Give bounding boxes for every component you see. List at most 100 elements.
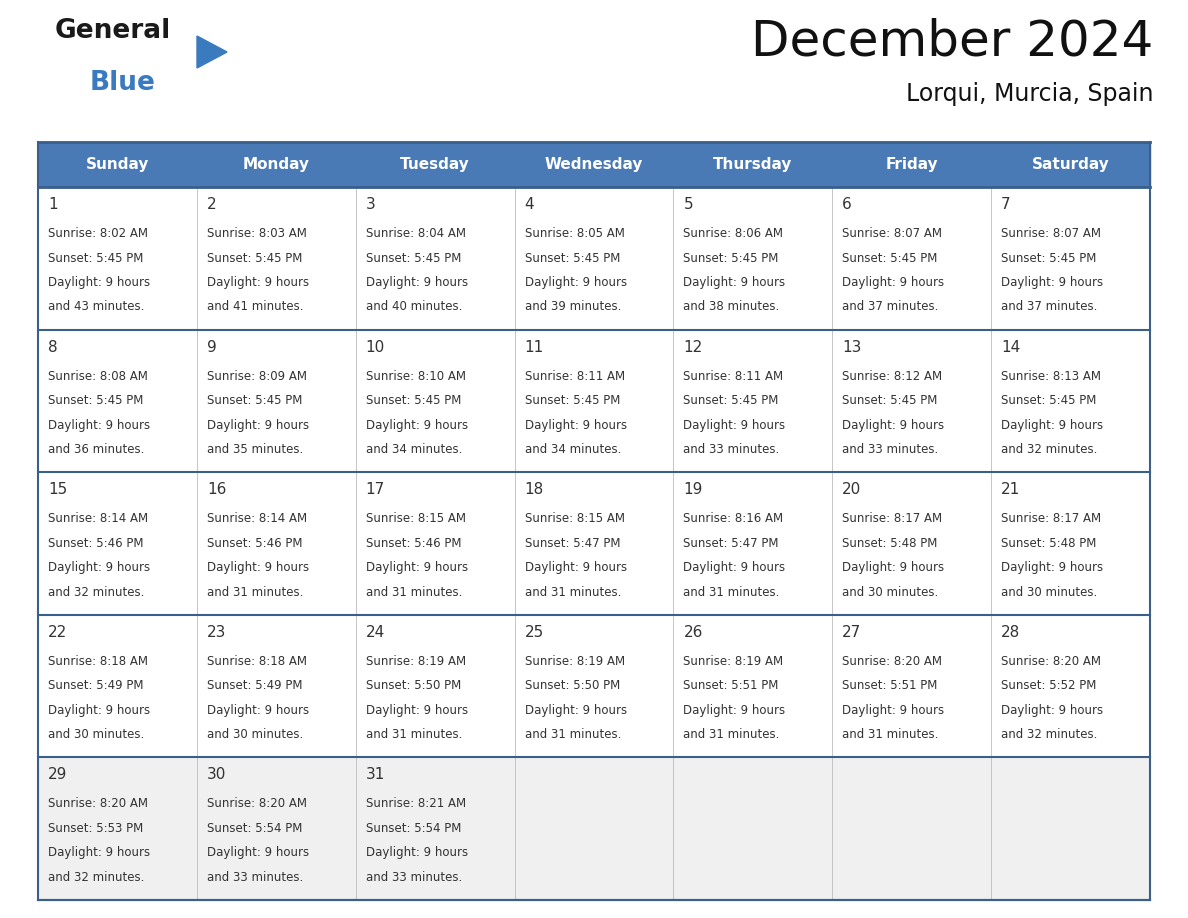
Text: and 31 minutes.: and 31 minutes. (207, 586, 303, 599)
Text: Sunday: Sunday (86, 157, 150, 172)
Text: Sunrise: 8:15 AM: Sunrise: 8:15 AM (366, 512, 466, 525)
Text: Daylight: 9 hours: Daylight: 9 hours (366, 276, 468, 289)
Text: Daylight: 9 hours: Daylight: 9 hours (48, 704, 150, 717)
Text: Sunset: 5:50 PM: Sunset: 5:50 PM (366, 679, 461, 692)
Text: Sunset: 5:48 PM: Sunset: 5:48 PM (842, 537, 937, 550)
Text: Sunset: 5:45 PM: Sunset: 5:45 PM (525, 252, 620, 264)
Text: and 31 minutes.: and 31 minutes. (683, 728, 779, 742)
Text: Sunset: 5:49 PM: Sunset: 5:49 PM (207, 679, 303, 692)
Text: Sunset: 5:47 PM: Sunset: 5:47 PM (683, 537, 779, 550)
Text: Sunrise: 8:13 AM: Sunrise: 8:13 AM (1001, 370, 1101, 383)
Text: 15: 15 (48, 482, 68, 498)
Text: and 34 minutes.: and 34 minutes. (366, 443, 462, 456)
Text: Daylight: 9 hours: Daylight: 9 hours (683, 419, 785, 431)
Text: Sunrise: 8:09 AM: Sunrise: 8:09 AM (207, 370, 307, 383)
Text: Daylight: 9 hours: Daylight: 9 hours (48, 846, 150, 859)
Text: Sunrise: 8:20 AM: Sunrise: 8:20 AM (842, 655, 942, 667)
Text: Daylight: 9 hours: Daylight: 9 hours (683, 561, 785, 574)
Text: Sunrise: 8:04 AM: Sunrise: 8:04 AM (366, 227, 466, 240)
Text: and 31 minutes.: and 31 minutes. (683, 586, 779, 599)
Text: Sunset: 5:45 PM: Sunset: 5:45 PM (842, 394, 937, 407)
Text: Sunset: 5:46 PM: Sunset: 5:46 PM (366, 537, 461, 550)
Text: Daylight: 9 hours: Daylight: 9 hours (366, 419, 468, 431)
Bar (38, 187, 1150, 330)
Text: and 32 minutes.: and 32 minutes. (1001, 728, 1098, 742)
Text: Sunset: 5:53 PM: Sunset: 5:53 PM (48, 822, 144, 834)
Text: 26: 26 (683, 625, 703, 640)
Text: Sunrise: 8:12 AM: Sunrise: 8:12 AM (842, 370, 942, 383)
Text: and 43 minutes.: and 43 minutes. (48, 300, 145, 314)
Text: Daylight: 9 hours: Daylight: 9 hours (366, 704, 468, 717)
Text: Sunset: 5:46 PM: Sunset: 5:46 PM (207, 537, 303, 550)
Text: Sunset: 5:50 PM: Sunset: 5:50 PM (525, 679, 620, 692)
Text: Sunset: 5:45 PM: Sunset: 5:45 PM (366, 252, 461, 264)
Text: Daylight: 9 hours: Daylight: 9 hours (48, 276, 150, 289)
Text: Daylight: 9 hours: Daylight: 9 hours (842, 704, 944, 717)
Text: Sunrise: 8:19 AM: Sunrise: 8:19 AM (525, 655, 625, 667)
Text: December 2024: December 2024 (751, 18, 1154, 66)
Text: Daylight: 9 hours: Daylight: 9 hours (683, 276, 785, 289)
Text: 30: 30 (207, 767, 226, 782)
Text: Daylight: 9 hours: Daylight: 9 hours (525, 419, 627, 431)
Text: Sunset: 5:45 PM: Sunset: 5:45 PM (1001, 252, 1097, 264)
Text: 10: 10 (366, 340, 385, 354)
Text: 1: 1 (48, 197, 58, 212)
Text: and 31 minutes.: and 31 minutes. (842, 728, 939, 742)
Text: Sunrise: 8:17 AM: Sunrise: 8:17 AM (1001, 512, 1101, 525)
Text: and 39 minutes.: and 39 minutes. (525, 300, 621, 314)
Text: Sunrise: 8:20 AM: Sunrise: 8:20 AM (1001, 655, 1101, 667)
Text: Daylight: 9 hours: Daylight: 9 hours (1001, 419, 1104, 431)
Text: Daylight: 9 hours: Daylight: 9 hours (525, 704, 627, 717)
Bar (38, 757, 1150, 900)
Text: Lorqui, Murcia, Spain: Lorqui, Murcia, Spain (905, 82, 1154, 106)
Text: Sunset: 5:45 PM: Sunset: 5:45 PM (48, 252, 144, 264)
Text: Sunrise: 8:10 AM: Sunrise: 8:10 AM (366, 370, 466, 383)
Text: 23: 23 (207, 625, 226, 640)
Text: Daylight: 9 hours: Daylight: 9 hours (683, 704, 785, 717)
Text: Sunset: 5:54 PM: Sunset: 5:54 PM (207, 822, 302, 834)
Text: Sunrise: 8:14 AM: Sunrise: 8:14 AM (48, 512, 148, 525)
Text: 13: 13 (842, 340, 861, 354)
Text: 7: 7 (1001, 197, 1011, 212)
Text: Daylight: 9 hours: Daylight: 9 hours (366, 561, 468, 574)
Text: and 30 minutes.: and 30 minutes. (48, 728, 144, 742)
Text: Daylight: 9 hours: Daylight: 9 hours (48, 419, 150, 431)
Text: Sunrise: 8:08 AM: Sunrise: 8:08 AM (48, 370, 147, 383)
Text: 22: 22 (48, 625, 68, 640)
Text: Daylight: 9 hours: Daylight: 9 hours (207, 419, 309, 431)
Text: and 30 minutes.: and 30 minutes. (1001, 586, 1098, 599)
Text: 25: 25 (525, 625, 544, 640)
Text: 9: 9 (207, 340, 216, 354)
Text: Sunrise: 8:20 AM: Sunrise: 8:20 AM (48, 798, 148, 811)
Text: Sunrise: 8:05 AM: Sunrise: 8:05 AM (525, 227, 625, 240)
Text: 12: 12 (683, 340, 702, 354)
Text: Sunrise: 8:15 AM: Sunrise: 8:15 AM (525, 512, 625, 525)
Text: Sunset: 5:46 PM: Sunset: 5:46 PM (48, 537, 144, 550)
Text: Daylight: 9 hours: Daylight: 9 hours (48, 561, 150, 574)
Text: Daylight: 9 hours: Daylight: 9 hours (842, 419, 944, 431)
Text: and 32 minutes.: and 32 minutes. (48, 871, 145, 884)
Text: Sunrise: 8:07 AM: Sunrise: 8:07 AM (842, 227, 942, 240)
Text: and 32 minutes.: and 32 minutes. (1001, 443, 1098, 456)
Text: and 30 minutes.: and 30 minutes. (207, 728, 303, 742)
Text: 20: 20 (842, 482, 861, 498)
Text: Sunset: 5:49 PM: Sunset: 5:49 PM (48, 679, 144, 692)
Text: and 35 minutes.: and 35 minutes. (207, 443, 303, 456)
Text: Daylight: 9 hours: Daylight: 9 hours (525, 276, 627, 289)
Text: General: General (55, 18, 171, 44)
Text: Daylight: 9 hours: Daylight: 9 hours (207, 846, 309, 859)
Text: Sunset: 5:51 PM: Sunset: 5:51 PM (683, 679, 779, 692)
Text: Sunset: 5:47 PM: Sunset: 5:47 PM (525, 537, 620, 550)
Text: 29: 29 (48, 767, 68, 782)
Text: Daylight: 9 hours: Daylight: 9 hours (842, 276, 944, 289)
Text: and 31 minutes.: and 31 minutes. (525, 586, 621, 599)
Text: Sunrise: 8:18 AM: Sunrise: 8:18 AM (48, 655, 148, 667)
Text: and 37 minutes.: and 37 minutes. (842, 300, 939, 314)
Text: Wednesday: Wednesday (545, 157, 643, 172)
Bar (38, 472, 1150, 615)
Text: Sunset: 5:45 PM: Sunset: 5:45 PM (842, 252, 937, 264)
Text: 8: 8 (48, 340, 58, 354)
Text: 27: 27 (842, 625, 861, 640)
Text: and 31 minutes.: and 31 minutes. (366, 586, 462, 599)
Bar (38, 330, 1150, 472)
